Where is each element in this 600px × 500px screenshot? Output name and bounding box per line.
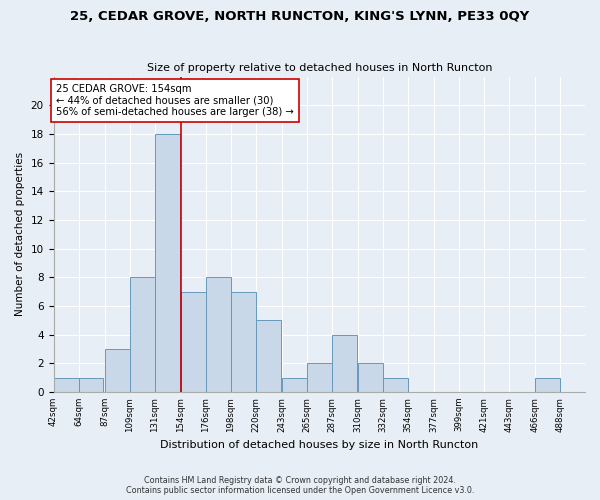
Text: Contains HM Land Registry data © Crown copyright and database right 2024.
Contai: Contains HM Land Registry data © Crown c…: [126, 476, 474, 495]
Bar: [282, 378, 307, 392]
Bar: [332, 334, 357, 392]
Bar: [181, 292, 206, 392]
Bar: [104, 349, 130, 392]
Bar: [358, 364, 383, 392]
Y-axis label: Number of detached properties: Number of detached properties: [15, 152, 25, 316]
Bar: [155, 134, 179, 392]
Bar: [53, 378, 79, 392]
Bar: [206, 277, 230, 392]
Text: 25, CEDAR GROVE, NORTH RUNCTON, KING'S LYNN, PE33 0QY: 25, CEDAR GROVE, NORTH RUNCTON, KING'S L…: [70, 10, 530, 23]
X-axis label: Distribution of detached houses by size in North Runcton: Distribution of detached houses by size …: [160, 440, 478, 450]
Bar: [307, 364, 332, 392]
Title: Size of property relative to detached houses in North Runcton: Size of property relative to detached ho…: [146, 63, 492, 73]
Text: 25 CEDAR GROVE: 154sqm
← 44% of detached houses are smaller (30)
56% of semi-det: 25 CEDAR GROVE: 154sqm ← 44% of detached…: [56, 84, 293, 117]
Bar: [130, 277, 155, 392]
Bar: [256, 320, 281, 392]
Bar: [535, 378, 560, 392]
Bar: [230, 292, 256, 392]
Bar: [79, 378, 103, 392]
Bar: [383, 378, 408, 392]
